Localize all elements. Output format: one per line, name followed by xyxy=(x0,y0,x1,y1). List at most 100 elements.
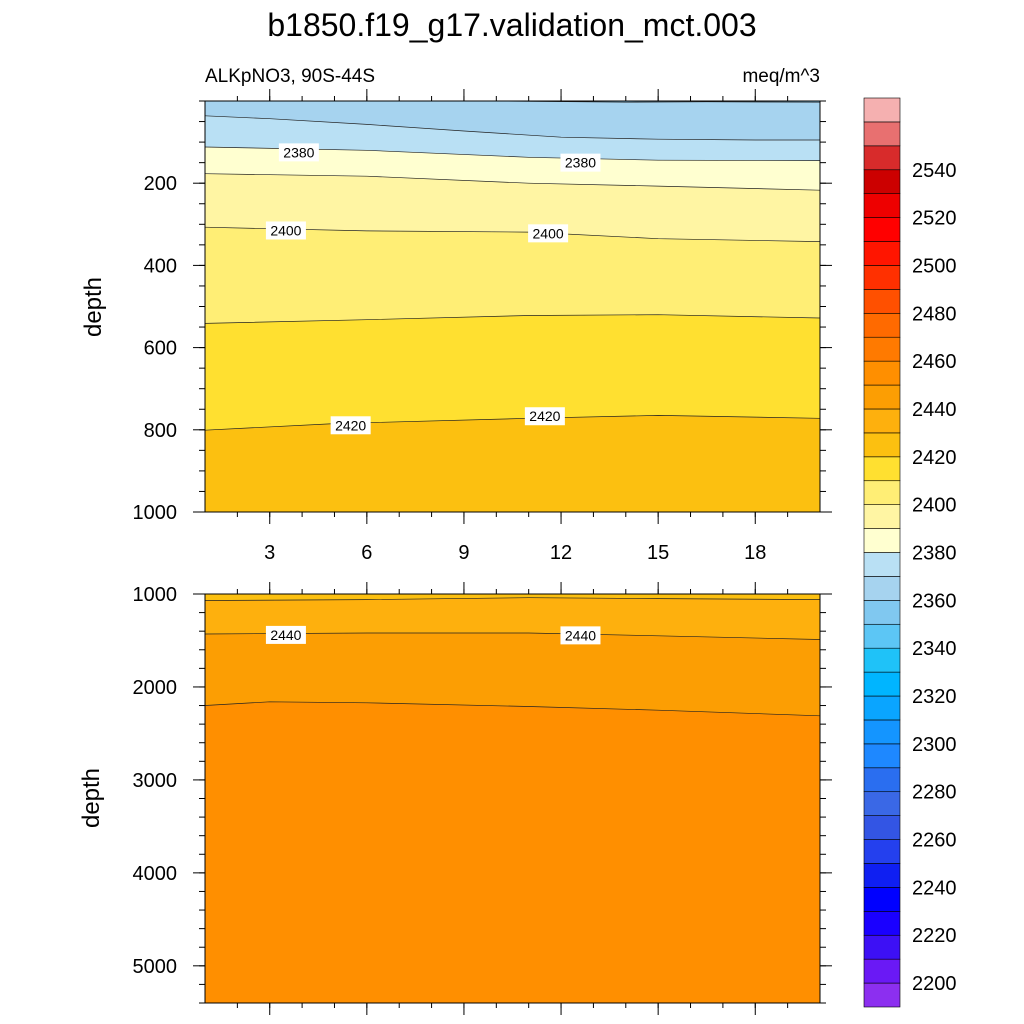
chart-title: b1850.f19_g17.validation_mct.003 xyxy=(267,7,756,43)
colorbar-swatch-2370 xyxy=(863,552,901,577)
colorbar-swatch-2430 xyxy=(863,408,901,434)
colorbar-swatch-2560 xyxy=(863,97,901,123)
colorbar-swatch-2340 xyxy=(863,623,901,649)
upper-contour-label-bg xyxy=(278,143,319,162)
colorbar-swatch-2230 xyxy=(863,887,901,912)
lower-contour-label-bg xyxy=(265,625,306,644)
upper-x-tick-label: 3 xyxy=(264,542,275,564)
upper-contour-line-2390 xyxy=(205,173,820,191)
colorbar-swatch-2290 xyxy=(863,743,901,769)
upper-contour-label-bg xyxy=(265,221,306,240)
lower-fill-2450 xyxy=(205,701,820,1003)
colorbar-label: 2500 xyxy=(912,255,957,277)
colorbar-swatch-2380 xyxy=(863,528,901,553)
lower-contour-line-2430 xyxy=(205,597,820,601)
upper-y-tick-label: 400 xyxy=(144,255,177,277)
subtitle-left: ALKpNO3, 90S-44S xyxy=(205,66,375,87)
colorbar-label: 2420 xyxy=(912,447,957,469)
colorbar-swatch-2540 xyxy=(863,145,901,171)
upper-x-tick-label: 15 xyxy=(647,542,669,564)
lower-y-tick-label: 1000 xyxy=(133,584,178,606)
colorbar-swatch-2330 xyxy=(863,647,901,673)
colorbar-swatch-2410 xyxy=(863,456,901,482)
colorbar-swatch-2320 xyxy=(863,671,901,697)
colorbar-swatch-2520 xyxy=(863,193,901,218)
colorbar-label: 2200 xyxy=(912,973,957,995)
lower-contour-label: 2440 xyxy=(270,627,301,643)
upper-contour-label: 2420 xyxy=(335,417,366,433)
colorbar-swatch-2350 xyxy=(863,600,901,625)
upper-y-tick-label: 200 xyxy=(144,173,177,195)
lower-y-tick-label: 2000 xyxy=(133,677,178,699)
upper-contour-line-2360 xyxy=(496,101,820,103)
colorbar-label: 2320 xyxy=(912,686,957,708)
colorbar-swatch-2480 xyxy=(863,289,901,314)
colorbar-swatch-2500 xyxy=(863,241,901,266)
colorbar-swatch-2250 xyxy=(863,839,901,864)
upper-contour-label: 2400 xyxy=(270,222,301,238)
colorbar-swatch-2450 xyxy=(863,360,901,386)
upper-x-tick-label: 9 xyxy=(458,542,469,564)
colorbar-swatch-2210 xyxy=(863,934,901,960)
upper-contour-label: 2420 xyxy=(529,408,560,424)
upper-x-tick-label: 18 xyxy=(744,542,766,564)
upper-contour-label: 2380 xyxy=(565,155,596,171)
colorbar-swatch-2300 xyxy=(863,719,901,745)
colorbar-swatch-2360 xyxy=(863,576,901,601)
colorbar-label: 2520 xyxy=(912,208,957,230)
upper-ylabel: depth xyxy=(80,277,107,337)
colorbar-swatch-2310 xyxy=(863,695,901,721)
colorbar-swatch-2400 xyxy=(863,480,901,505)
colorbar-label: 2220 xyxy=(912,925,957,947)
upper-fill-2420 xyxy=(205,415,820,512)
colorbar-swatch-2390 xyxy=(863,504,901,529)
colorbar-label: 2540 xyxy=(912,160,957,182)
lower-contour-label-bg xyxy=(560,626,601,645)
colorbar-label: 2240 xyxy=(912,877,957,899)
upper-contour-line-2410 xyxy=(205,314,820,324)
colorbar-label: 2340 xyxy=(912,638,957,660)
lower-ylabel: depth xyxy=(78,768,105,828)
colorbar-label: 2480 xyxy=(912,303,957,325)
colorbar: 2200 2220 2240 2260 2280 2300 2320 2340 2360 2380… xyxy=(863,97,957,1008)
colorbar-swatch-2190 xyxy=(863,982,901,1008)
colorbar-swatch-2220 xyxy=(863,911,901,936)
upper-contour-label-bg xyxy=(560,153,601,172)
colorbar-swatch-2420 xyxy=(863,432,901,458)
upper-contour-label-bg xyxy=(524,407,565,426)
lower-contour-line-2440 xyxy=(205,632,820,640)
colorbar-label: 2300 xyxy=(912,734,957,756)
colorbar-swatch-2530 xyxy=(863,169,901,194)
colorbar-label: 2380 xyxy=(912,543,957,565)
colorbar-swatch-2440 xyxy=(863,384,901,410)
lower-y-tick-label: 3000 xyxy=(133,770,178,792)
lower-y-tick-label: 5000 xyxy=(133,956,178,978)
colorbar-label: 2460 xyxy=(912,351,957,373)
colorbar-label: 2360 xyxy=(912,590,957,612)
upper-contour-label-bg xyxy=(330,416,371,435)
colorbar-label: 2260 xyxy=(912,830,957,852)
upper-x-tick-label: 6 xyxy=(361,542,372,564)
lower-panel: 2440 2440 1000 2000 3000 4000 5000 xyxy=(133,582,832,1015)
lower-y-tick-label: 4000 xyxy=(133,863,178,885)
upper-y-tick-label: 600 xyxy=(144,338,177,360)
colorbar-swatch-2280 xyxy=(863,767,901,793)
upper-contour-label-bg xyxy=(528,224,569,243)
colorbar-swatch-2460 xyxy=(863,336,901,362)
upper-y-tick-label: 1000 xyxy=(133,502,178,524)
upper-contour-label: 2380 xyxy=(283,144,314,160)
colorbar-swatch-2200 xyxy=(863,958,901,984)
upper-x-tick-label: 12 xyxy=(550,542,572,564)
colorbar-swatch-2260 xyxy=(863,815,901,840)
upper-contour-label: 2400 xyxy=(533,225,564,241)
upper-contour-line-2370 xyxy=(205,115,820,141)
subtitle-right: meq/m^3 xyxy=(742,66,820,87)
colorbar-swatch-2240 xyxy=(863,863,901,888)
upper-y-tick-label: 800 xyxy=(144,420,177,442)
colorbar-swatch-2490 xyxy=(863,265,901,290)
colorbar-swatch-2270 xyxy=(863,791,901,816)
lower-contour-line-2450 xyxy=(205,701,820,717)
colorbar-swatch-2550 xyxy=(863,121,901,147)
colorbar-label: 2440 xyxy=(912,399,957,421)
